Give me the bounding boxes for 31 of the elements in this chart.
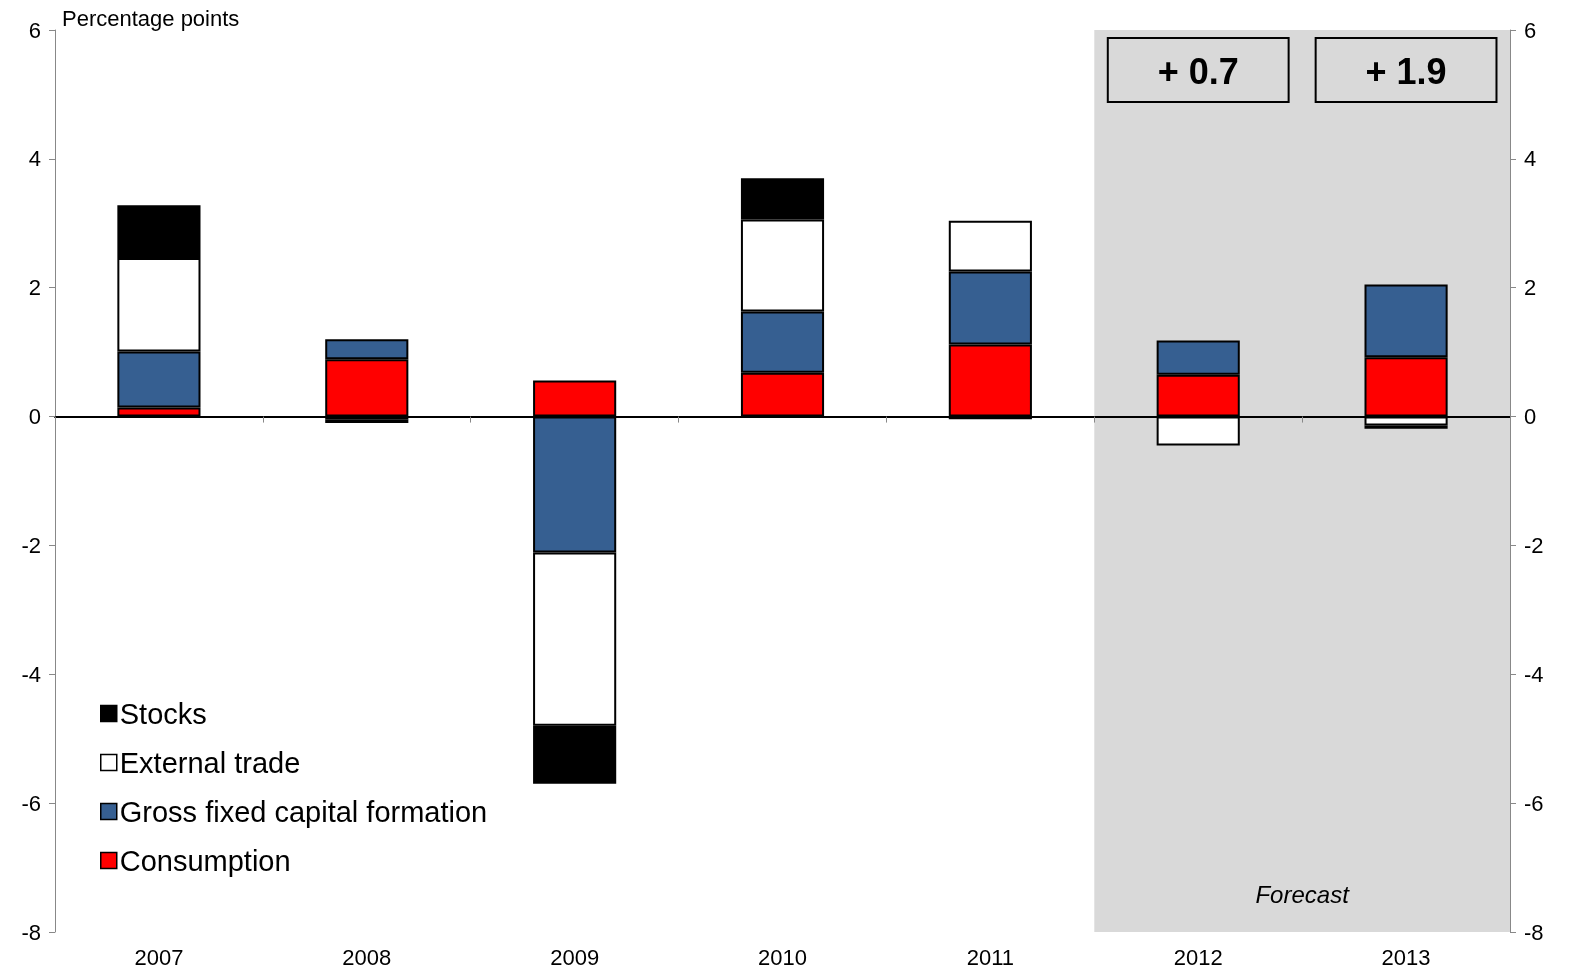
annotation: + 1.9 (1365, 50, 1447, 92)
legend-label: Consumption (119, 844, 291, 877)
x-tick-label: 2009 (550, 944, 600, 970)
x-tick-label: 2010 (758, 944, 807, 970)
x-tick-label: 2012 (1173, 944, 1223, 970)
legend-label: External trade (119, 746, 301, 779)
y-tick-label: 0 (28, 404, 41, 430)
y2-tick-label: -2 (1524, 532, 1544, 558)
y2-tick-label: -4 (1524, 661, 1544, 687)
y-tick-label: -8 (21, 919, 41, 945)
y-tick-label: 4 (28, 146, 41, 172)
y-tick-label: -2 (21, 532, 41, 558)
y-tick-label: 2 (28, 275, 41, 301)
annotation: + 0.7 (1157, 50, 1239, 92)
band-label: Forecast (1255, 880, 1351, 908)
y2-tick-label: 4 (1524, 146, 1537, 172)
y2-tick-label: 6 (1524, 17, 1537, 43)
legend-label: Gross fixed capital formation (119, 795, 488, 828)
y-axis-title: Percentage points (62, 5, 240, 31)
y2-tick-label: 0 (1524, 404, 1537, 430)
y2-tick-label: 2 (1524, 275, 1537, 301)
y2-tick-label: -8 (1524, 919, 1544, 945)
y-tick-label: -4 (21, 661, 41, 687)
x-tick-label: 2008 (342, 944, 392, 970)
x-tick-label: 2007 (134, 944, 184, 970)
y-tick-label: -6 (21, 790, 41, 816)
y2-tick-label: -6 (1524, 790, 1544, 816)
legend-label: Stocks (119, 697, 207, 730)
x-tick-label: 2011 (966, 944, 1015, 970)
y-tick-label: 6 (28, 17, 41, 43)
x-tick-label: 2013 (1381, 944, 1431, 970)
